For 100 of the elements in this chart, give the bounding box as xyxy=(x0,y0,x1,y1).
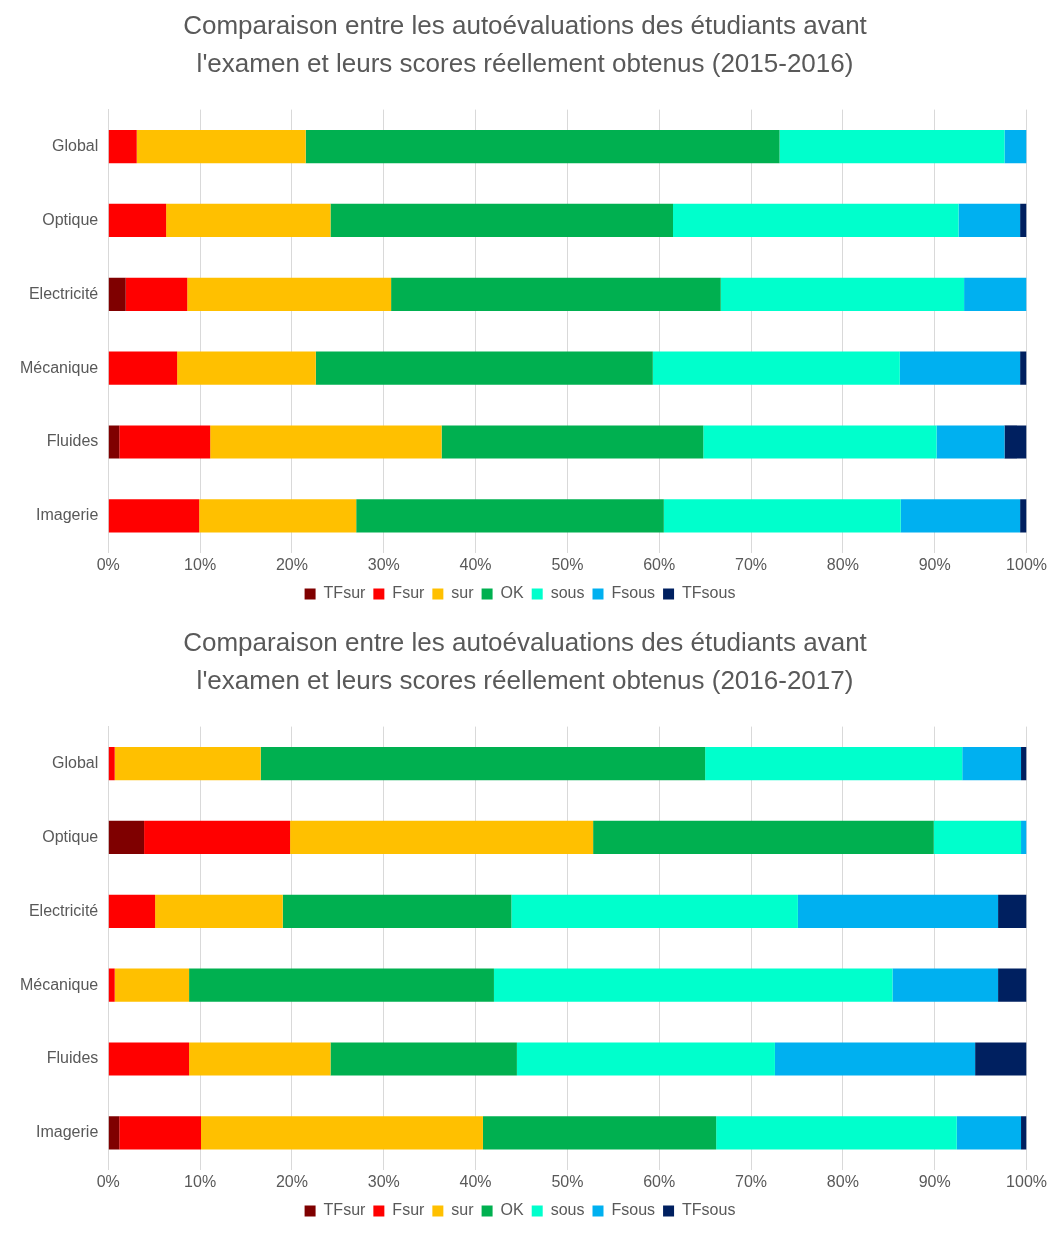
bar xyxy=(1020,351,1027,385)
bar xyxy=(516,1042,775,1076)
bar xyxy=(998,968,1027,1002)
bar xyxy=(108,820,145,855)
bar xyxy=(144,820,291,855)
x-tick-label: 0% xyxy=(96,1172,120,1190)
bar xyxy=(797,894,999,928)
bar xyxy=(282,894,512,928)
bar xyxy=(125,277,188,311)
bar xyxy=(330,1042,517,1076)
legend-label: Fsous xyxy=(611,584,656,602)
chart-title: Comparaison entre les autoévaluations des étudiants avant l'examen et leurs scores réellement obtenus (2016-2017) xyxy=(182,626,868,697)
bar xyxy=(964,277,1027,311)
chart-title: Comparaison entre les autoévaluations des étudiants avant l'examen et leurs scores réellement obtenus (2015-2016) xyxy=(182,9,868,80)
bar xyxy=(108,1042,190,1076)
y-tick-label: Imagerie xyxy=(36,1123,99,1141)
legend-label: Fsous xyxy=(611,1201,656,1219)
x-tick-label: 100% xyxy=(1006,1172,1047,1190)
bar xyxy=(1021,746,1027,781)
bar xyxy=(705,746,963,781)
legend-label: Fsur xyxy=(392,1201,426,1219)
bar xyxy=(210,425,442,459)
bar xyxy=(774,1042,976,1076)
bar xyxy=(108,499,200,533)
bar xyxy=(108,203,167,238)
legend-label: sur xyxy=(451,584,475,602)
bar xyxy=(493,968,893,1002)
bar xyxy=(330,203,674,238)
bar xyxy=(899,351,1021,385)
x-tick-label: 60% xyxy=(643,555,676,573)
bar xyxy=(900,499,1021,533)
bar xyxy=(482,1116,717,1150)
bar xyxy=(1004,425,1027,459)
bar xyxy=(119,425,211,459)
y-tick-label: Optique xyxy=(42,210,99,228)
bar xyxy=(305,129,780,164)
bar xyxy=(892,968,999,1002)
bar xyxy=(108,351,178,385)
bar xyxy=(108,894,156,928)
x-tick-label: 20% xyxy=(275,1172,308,1190)
y-tick-label: Mécanique xyxy=(19,975,99,993)
bar xyxy=(1004,129,1027,164)
bar xyxy=(441,425,704,459)
bar xyxy=(511,894,798,928)
bar xyxy=(260,746,706,781)
bar xyxy=(391,277,721,311)
legend-label: sur xyxy=(451,1201,475,1219)
bar xyxy=(593,820,934,855)
bar xyxy=(108,1116,120,1150)
legend-label: TFsur xyxy=(323,1201,367,1219)
bar xyxy=(119,1116,202,1150)
bar xyxy=(201,1116,483,1150)
x-tick-label: 90% xyxy=(918,555,951,573)
bar xyxy=(958,203,1021,238)
bar xyxy=(779,129,1005,164)
x-tick-label: 0% xyxy=(96,555,120,573)
x-tick-label: 60% xyxy=(643,1172,676,1190)
bar xyxy=(1021,1116,1027,1150)
y-tick-label: Fluides xyxy=(46,1049,99,1067)
legend-label: TFsous xyxy=(682,1201,736,1219)
bar xyxy=(933,820,1022,855)
legend-label: TFsur xyxy=(323,584,367,602)
x-tick-label: 70% xyxy=(735,1172,768,1190)
bar xyxy=(315,351,653,385)
bar xyxy=(108,425,120,459)
x-tick-label: 50% xyxy=(551,555,584,573)
bar xyxy=(290,820,594,855)
x-tick-label: 70% xyxy=(735,555,768,573)
x-tick-label: 30% xyxy=(367,555,400,573)
legend-label: sous xyxy=(550,1201,585,1219)
bar xyxy=(652,351,900,385)
bar xyxy=(155,894,283,928)
bar xyxy=(189,968,494,1002)
legend-label: TFsous xyxy=(682,584,736,602)
legend-label: OK xyxy=(500,584,525,602)
bar xyxy=(956,1116,1022,1150)
bar xyxy=(356,499,664,533)
bar xyxy=(199,499,357,533)
legend-label: Fsur xyxy=(392,584,426,602)
y-tick-label: Global xyxy=(52,136,99,154)
legend-label: sous xyxy=(550,584,585,602)
bar xyxy=(187,277,392,311)
bar xyxy=(962,746,1022,781)
bar xyxy=(108,277,126,311)
y-tick-label: Global xyxy=(52,753,99,771)
bar xyxy=(720,277,965,311)
bar xyxy=(703,425,937,459)
bar xyxy=(936,425,1005,459)
y-tick-label: Electricité xyxy=(28,284,99,302)
y-tick-label: Optique xyxy=(42,827,99,845)
bar xyxy=(108,968,115,1002)
x-tick-label: 40% xyxy=(459,1172,492,1190)
bar xyxy=(136,129,306,164)
bar xyxy=(663,499,901,533)
bar xyxy=(1020,499,1027,533)
y-tick-label: Mécanique xyxy=(19,358,99,376)
y-tick-label: Electricité xyxy=(28,901,99,919)
bar xyxy=(166,203,331,238)
bar xyxy=(108,746,115,781)
bar xyxy=(108,129,137,164)
